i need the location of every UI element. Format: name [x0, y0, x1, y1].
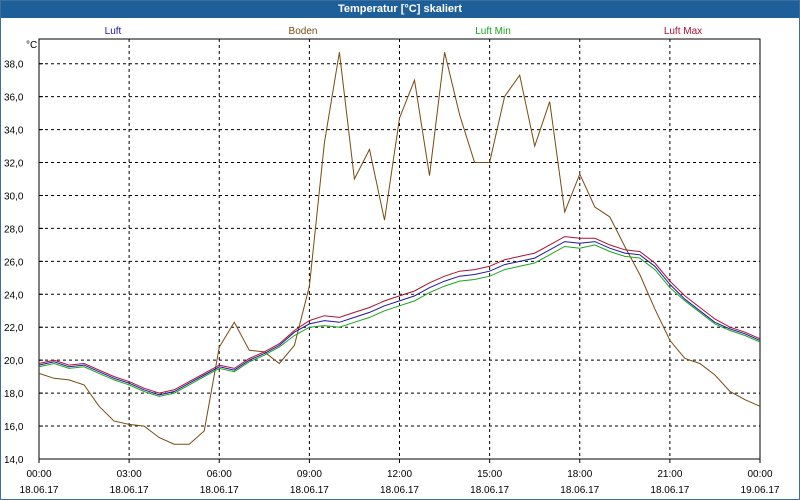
y-tick-label: 20,0 — [4, 356, 24, 367]
x-tick-time: 03:00 — [117, 469, 142, 480]
x-tick-time: 09:00 — [297, 469, 322, 480]
series-line-luft — [38, 241, 761, 396]
x-tick-time: 00:00 — [747, 469, 772, 480]
x-tick-date: 18.06.17 — [650, 485, 689, 496]
series-lines — [38, 52, 761, 445]
legend: Luft Boden Luft Min Luft Max — [105, 26, 703, 37]
y-tick-label: 28,0 — [4, 224, 24, 235]
y-tick-label: 36,0 — [4, 93, 24, 104]
x-tick-date: 19.06.17 — [741, 485, 780, 496]
x-tick-time: 21:00 — [657, 469, 682, 480]
x-tick-time: 00:00 — [26, 469, 51, 480]
x-tick-date: 18.06.17 — [470, 485, 509, 496]
x-tick-date: 18.06.17 — [110, 485, 149, 496]
x-axis: 00:00 18.06.17 03:00 18.06.17 06:00 18.06.17 0… — [20, 459, 780, 496]
window-title: Temperatur [°C] skaliert — [1, 1, 799, 18]
legend-luft-max: Luft Max — [664, 26, 702, 37]
y-tick-label: 14,0 — [4, 455, 24, 466]
x-tick-time: 12:00 — [387, 469, 412, 480]
y-tick-label: 26,0 — [4, 257, 24, 268]
grid — [39, 39, 760, 459]
y-tick-label: 18,0 — [4, 389, 24, 400]
y-tick-label: 38,0 — [4, 60, 24, 71]
y-tick-label: 32,0 — [4, 159, 24, 170]
y-tick-label: 22,0 — [4, 323, 24, 334]
series-line-luft-max — [38, 236, 761, 394]
y-tick-label: 34,0 — [4, 126, 24, 137]
y-axis: 14,0 16,0 18,0 20,0 22,0 24,0 26,0 28,0 30,0 32,0… — [4, 60, 43, 466]
x-tick-time: 18:00 — [567, 469, 592, 480]
series-line-luft-min — [38, 244, 761, 397]
series-line-boden — [38, 52, 761, 445]
x-tick-date: 18.06.17 — [200, 485, 239, 496]
y-tick-label: 24,0 — [4, 290, 24, 301]
y-axis-unit: °C — [26, 40, 37, 51]
x-tick-date: 18.06.17 — [20, 485, 59, 496]
x-tick-time: 06:00 — [207, 469, 232, 480]
legend-luft: Luft — [105, 26, 122, 37]
legend-boden: Boden — [289, 26, 318, 37]
x-tick-date: 18.06.17 — [380, 485, 419, 496]
x-tick-time: 15:00 — [477, 469, 502, 480]
y-tick-label: 30,0 — [4, 191, 24, 202]
legend-luft-min: Luft Min — [475, 26, 511, 37]
x-tick-date: 18.06.17 — [560, 485, 599, 496]
y-tick-label: 16,0 — [4, 422, 24, 433]
x-tick-date: 18.06.17 — [290, 485, 329, 496]
